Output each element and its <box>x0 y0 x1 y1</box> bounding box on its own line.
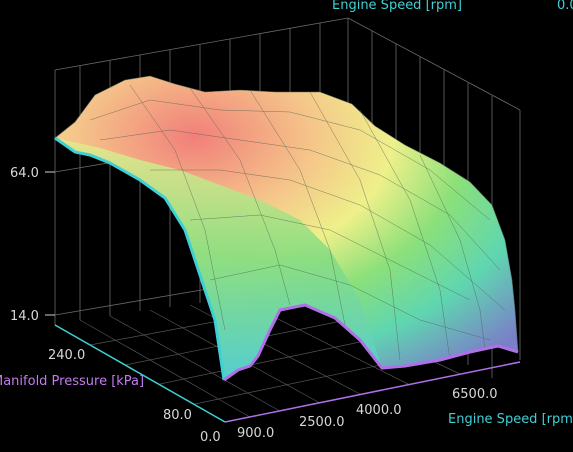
z-tick-label: 64.0 <box>10 166 39 181</box>
top-readout-label: Engine Speed [rpm] <box>332 0 462 13</box>
x-axis-label: Engine Speed [rpm] <box>448 412 573 427</box>
y-axis-label: Manifold Pressure [kPa] <box>0 374 144 389</box>
z-tick-label: 14.0 <box>10 309 39 324</box>
front-edge-line <box>54 136 226 381</box>
x-tick-label: 6500.0 <box>452 387 498 402</box>
x-tick-label: 4000.0 <box>356 403 402 418</box>
z-tick-marks <box>45 171 55 316</box>
y-tick-label: 80.0 <box>163 408 192 423</box>
top-readout-value: 0.0 <box>557 0 573 13</box>
right-edge-line <box>223 303 519 382</box>
x-tick-label: 2500.0 <box>299 415 345 430</box>
y-tick-label: 240.0 <box>48 348 85 363</box>
x-axis-line <box>224 361 521 423</box>
surface-mesh <box>89 84 506 361</box>
y-axis-line <box>54 324 226 423</box>
surface-front-wall <box>55 138 382 380</box>
y-tick-label: 0.0 <box>200 430 221 445</box>
x-tick-label: 900.0 <box>237 426 274 441</box>
